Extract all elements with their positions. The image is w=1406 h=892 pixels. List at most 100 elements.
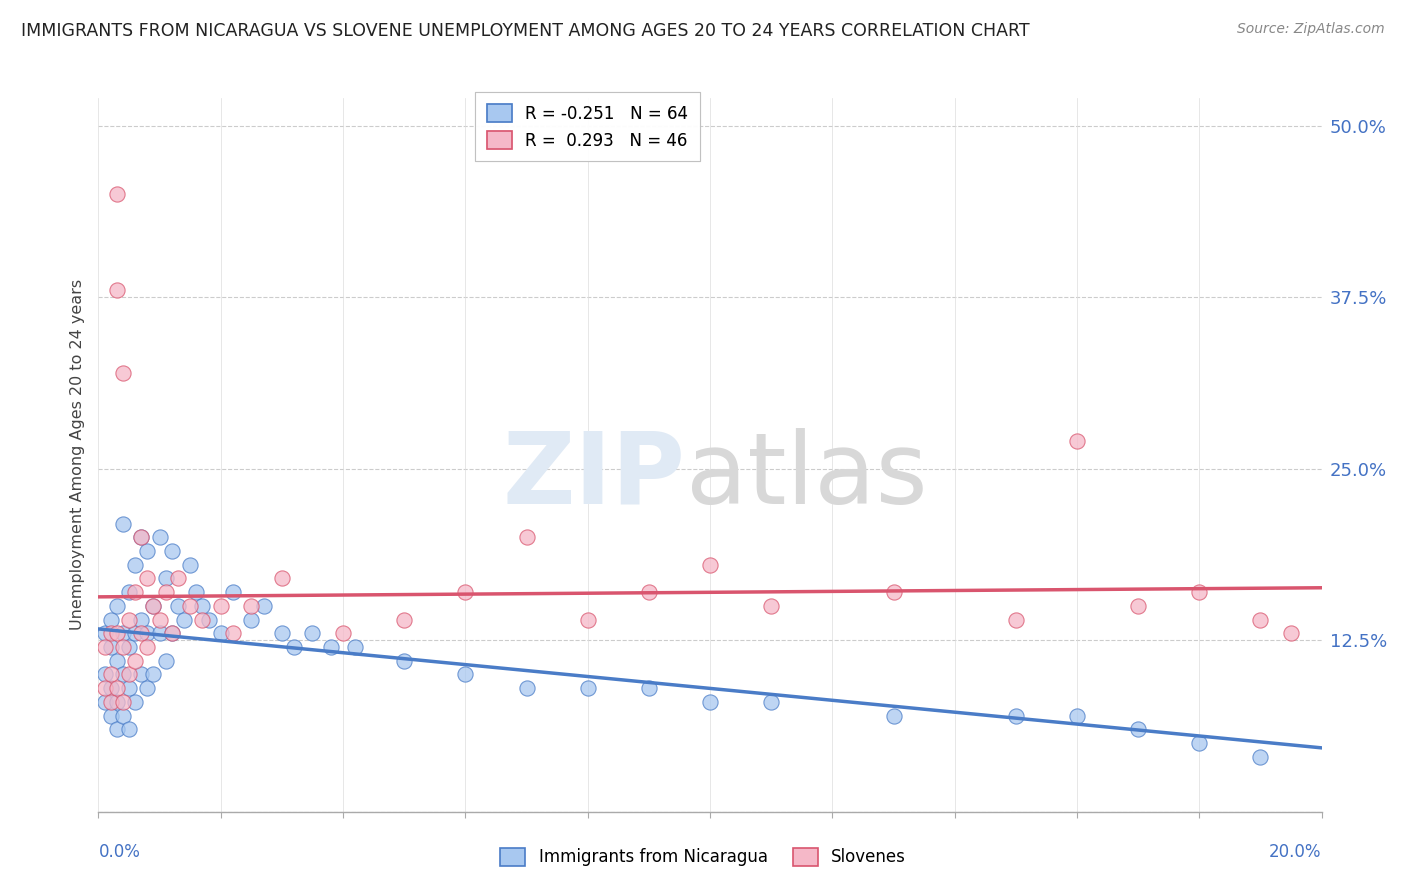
Point	[100, 695, 122, 709]
Text: Source: ZipAtlas.com: Source: ZipAtlas.com	[1237, 22, 1385, 37]
Point	[136, 640, 159, 654]
Point	[100, 708, 122, 723]
Point	[179, 599, 201, 613]
Point	[149, 626, 172, 640]
Point	[136, 544, 159, 558]
Point	[111, 695, 134, 709]
Point	[111, 626, 134, 640]
Point	[576, 681, 599, 696]
Point	[1004, 708, 1026, 723]
Point	[392, 613, 416, 627]
Point	[93, 626, 115, 640]
Point	[100, 681, 122, 696]
Point	[105, 283, 128, 297]
Point	[1249, 749, 1271, 764]
Point	[1128, 723, 1150, 737]
Point	[124, 626, 146, 640]
Point	[105, 695, 128, 709]
Point	[142, 667, 165, 681]
Point	[142, 599, 165, 613]
Point	[160, 626, 183, 640]
Point	[319, 640, 342, 654]
Point	[100, 613, 122, 627]
Point	[1066, 708, 1088, 723]
Point	[129, 530, 152, 544]
Point	[111, 516, 134, 531]
Legend: Immigrants from Nicaragua, Slovenes: Immigrants from Nicaragua, Slovenes	[492, 839, 914, 875]
Point	[209, 626, 232, 640]
Point	[179, 558, 201, 572]
Point	[191, 613, 214, 627]
Point	[118, 667, 141, 681]
Point	[516, 530, 538, 544]
Point	[191, 599, 214, 613]
Point	[118, 613, 141, 627]
Text: ZIP: ZIP	[503, 428, 686, 524]
Point	[173, 613, 195, 627]
Point	[105, 187, 128, 202]
Point	[129, 530, 152, 544]
Point	[240, 599, 263, 613]
Point	[160, 626, 183, 640]
Y-axis label: Unemployment Among Ages 20 to 24 years: Unemployment Among Ages 20 to 24 years	[69, 279, 84, 631]
Point	[124, 654, 146, 668]
Point	[160, 544, 183, 558]
Point	[129, 667, 152, 681]
Point	[100, 640, 122, 654]
Point	[252, 599, 274, 613]
Point	[129, 613, 152, 627]
Point	[118, 585, 141, 599]
Point	[155, 654, 177, 668]
Point	[155, 571, 177, 585]
Point	[100, 626, 122, 640]
Point	[576, 613, 599, 627]
Point	[1128, 599, 1150, 613]
Point	[124, 585, 146, 599]
Point	[105, 599, 128, 613]
Point	[111, 640, 134, 654]
Text: IMMIGRANTS FROM NICARAGUA VS SLOVENE UNEMPLOYMENT AMONG AGES 20 TO 24 YEARS CORR: IMMIGRANTS FROM NICARAGUA VS SLOVENE UNE…	[21, 22, 1029, 40]
Point	[270, 626, 292, 640]
Point	[93, 667, 115, 681]
Point	[454, 667, 477, 681]
Point	[105, 723, 128, 737]
Point	[93, 640, 115, 654]
Point	[222, 626, 245, 640]
Point	[283, 640, 305, 654]
Point	[637, 585, 661, 599]
Point	[149, 530, 172, 544]
Point	[118, 681, 141, 696]
Point	[392, 654, 416, 668]
Point	[222, 585, 245, 599]
Point	[124, 558, 146, 572]
Point	[93, 695, 115, 709]
Point	[136, 681, 159, 696]
Point	[167, 599, 190, 613]
Point	[699, 695, 721, 709]
Point	[1004, 613, 1026, 627]
Point	[167, 571, 190, 585]
Point	[1249, 613, 1271, 627]
Point	[124, 695, 146, 709]
Point	[118, 723, 141, 737]
Point	[759, 695, 782, 709]
Point	[699, 558, 721, 572]
Point	[197, 613, 219, 627]
Point	[136, 571, 159, 585]
Point	[111, 667, 134, 681]
Point	[100, 667, 122, 681]
Point	[637, 681, 661, 696]
Point	[759, 599, 782, 613]
Point	[142, 599, 165, 613]
Point	[105, 626, 128, 640]
Point	[105, 654, 128, 668]
Point	[270, 571, 292, 585]
Point	[129, 626, 152, 640]
Text: 20.0%: 20.0%	[1270, 843, 1322, 861]
Point	[1188, 585, 1211, 599]
Point	[1279, 626, 1302, 640]
Point	[209, 599, 232, 613]
Point	[1188, 736, 1211, 750]
Point	[344, 640, 367, 654]
Point	[883, 585, 905, 599]
